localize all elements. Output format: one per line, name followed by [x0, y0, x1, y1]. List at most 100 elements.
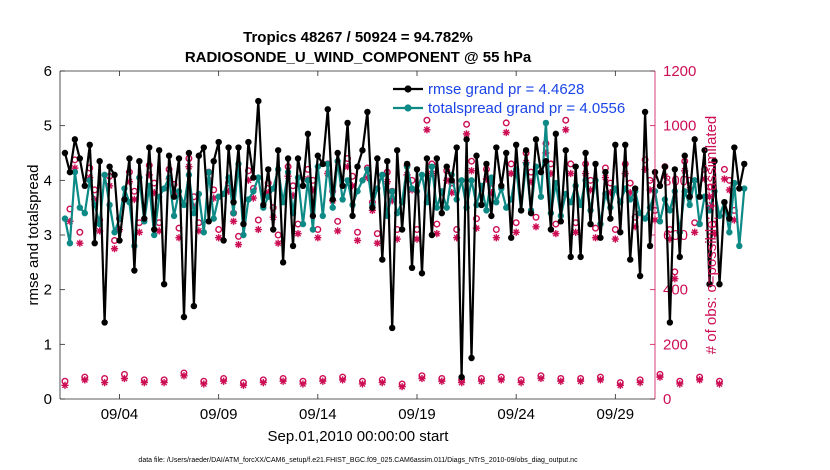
legend-spread-label: totalspread grand pr = 4.0556	[428, 100, 625, 117]
totalspread-point	[666, 207, 674, 214]
rmse-point	[736, 185, 743, 192]
rmse-point	[617, 229, 624, 236]
totalspread-point	[309, 226, 317, 233]
obs-assimilated-point	[120, 374, 129, 383]
obs-assimilated-point	[353, 236, 362, 245]
rmse-point	[686, 193, 693, 200]
obs-possible-point	[215, 226, 223, 234]
rmse-point	[403, 160, 411, 168]
chart-title-line2: RADIOSONDE_U_WIND_COMPONENT @ 55 hPa	[185, 49, 532, 66]
left-tick-label: 4	[44, 172, 52, 189]
rmse-point	[577, 253, 584, 261]
rmse-point	[622, 141, 629, 148]
rmse-point	[721, 199, 728, 206]
obs-assimilated-point	[621, 169, 629, 178]
totalspread-point	[250, 188, 257, 195]
rmse-point	[726, 215, 733, 222]
rmse-point	[205, 218, 212, 225]
rmse-point	[250, 174, 257, 181]
rmse-point	[731, 144, 738, 151]
footnote: data file: /Users/raeder/DAI/ATM_forcXX/…	[138, 457, 578, 464]
right-tick-label: 1000	[663, 118, 696, 135]
rmse-point	[299, 182, 307, 189]
left-tick-label: 0	[44, 391, 52, 408]
obs-assimilated-point	[279, 377, 287, 385]
rmse-point	[141, 215, 148, 222]
x-tick-label: 09/19	[398, 406, 436, 423]
obs-assimilated-point	[591, 234, 600, 242]
rmse-point	[631, 185, 639, 192]
legend: rmse grand pr = 4.4628 totalspread grand…	[393, 81, 625, 117]
totalspread-point	[240, 231, 247, 239]
totalspread-point	[339, 196, 346, 203]
rmse-point	[210, 158, 217, 165]
rmse-point	[146, 144, 153, 151]
rmse-point	[284, 155, 292, 162]
rmse-point	[180, 313, 188, 321]
totalspread-point	[170, 212, 178, 220]
totalspread-point	[458, 177, 465, 184]
obs-possible-point	[512, 219, 520, 227]
rmse-point	[81, 182, 88, 189]
totalspread-point	[329, 204, 336, 211]
obs-possible-point	[254, 216, 262, 224]
totalspread-point	[319, 212, 326, 220]
rmse-point	[374, 155, 381, 162]
totalspread-point	[71, 168, 79, 176]
rmse-point	[190, 302, 198, 310]
obs-assimilated-point	[413, 235, 421, 243]
rmse-point	[131, 267, 138, 274]
rmse-point	[398, 226, 406, 233]
obs-assimilated-point	[567, 169, 575, 178]
obs-assimilated-point	[155, 227, 163, 235]
obs-assimilated-point	[552, 230, 560, 238]
left-tick-label: 2	[44, 282, 52, 299]
obs-assimilated-point	[234, 240, 243, 249]
obs-possible-point	[567, 160, 575, 168]
obs-possible-point	[334, 217, 342, 225]
chart-title-line1: Tropics 48267 / 50924 = 94.782%	[243, 29, 473, 46]
obs-possible-point	[463, 120, 471, 128]
rmse-point	[517, 207, 525, 214]
rmse-point	[294, 155, 302, 162]
rmse-point	[255, 97, 262, 105]
totalspread-point	[542, 119, 550, 127]
obs-assimilated-point	[641, 165, 649, 173]
obs-possible-point	[354, 228, 362, 236]
rmse-point	[478, 201, 485, 209]
rmse-point	[61, 149, 69, 157]
obs-assimilated-point	[200, 380, 208, 388]
rmse-point	[612, 141, 619, 148]
rmse-point	[656, 182, 664, 189]
obs-assimilated-point	[160, 379, 168, 387]
rmse-point	[389, 324, 396, 332]
rmse-point	[562, 147, 569, 154]
obs-assimilated-point	[393, 235, 401, 243]
rmse-point	[96, 158, 103, 165]
rmse-point	[696, 193, 703, 200]
totalspread-point	[76, 204, 84, 211]
obs-possible-point	[76, 228, 84, 236]
obs-assimilated-point	[512, 228, 520, 236]
obs-assimilated-point	[294, 230, 302, 238]
y-axis-label-left: rmse and totalspread	[25, 165, 42, 306]
rmse-point	[508, 234, 515, 241]
rmse-point	[473, 152, 480, 159]
totalspread-point	[255, 174, 262, 181]
rmse-point	[111, 171, 118, 179]
obs-assimilated-point	[423, 126, 431, 134]
rmse-point	[314, 152, 322, 159]
totalspread-point	[101, 171, 108, 179]
x-tick-label: 09/04	[101, 406, 139, 423]
obs-assimilated-point	[299, 380, 307, 388]
rmse-point	[91, 240, 98, 247]
rmse-point	[121, 196, 128, 203]
rmse-point	[230, 199, 237, 206]
obs-assimilated-point	[314, 234, 322, 242]
obs-assimilated-point	[249, 194, 257, 202]
rmse-point	[71, 136, 79, 143]
rmse-point	[364, 108, 371, 116]
obs-possible-point	[423, 116, 431, 124]
totalspread-point	[160, 185, 168, 192]
